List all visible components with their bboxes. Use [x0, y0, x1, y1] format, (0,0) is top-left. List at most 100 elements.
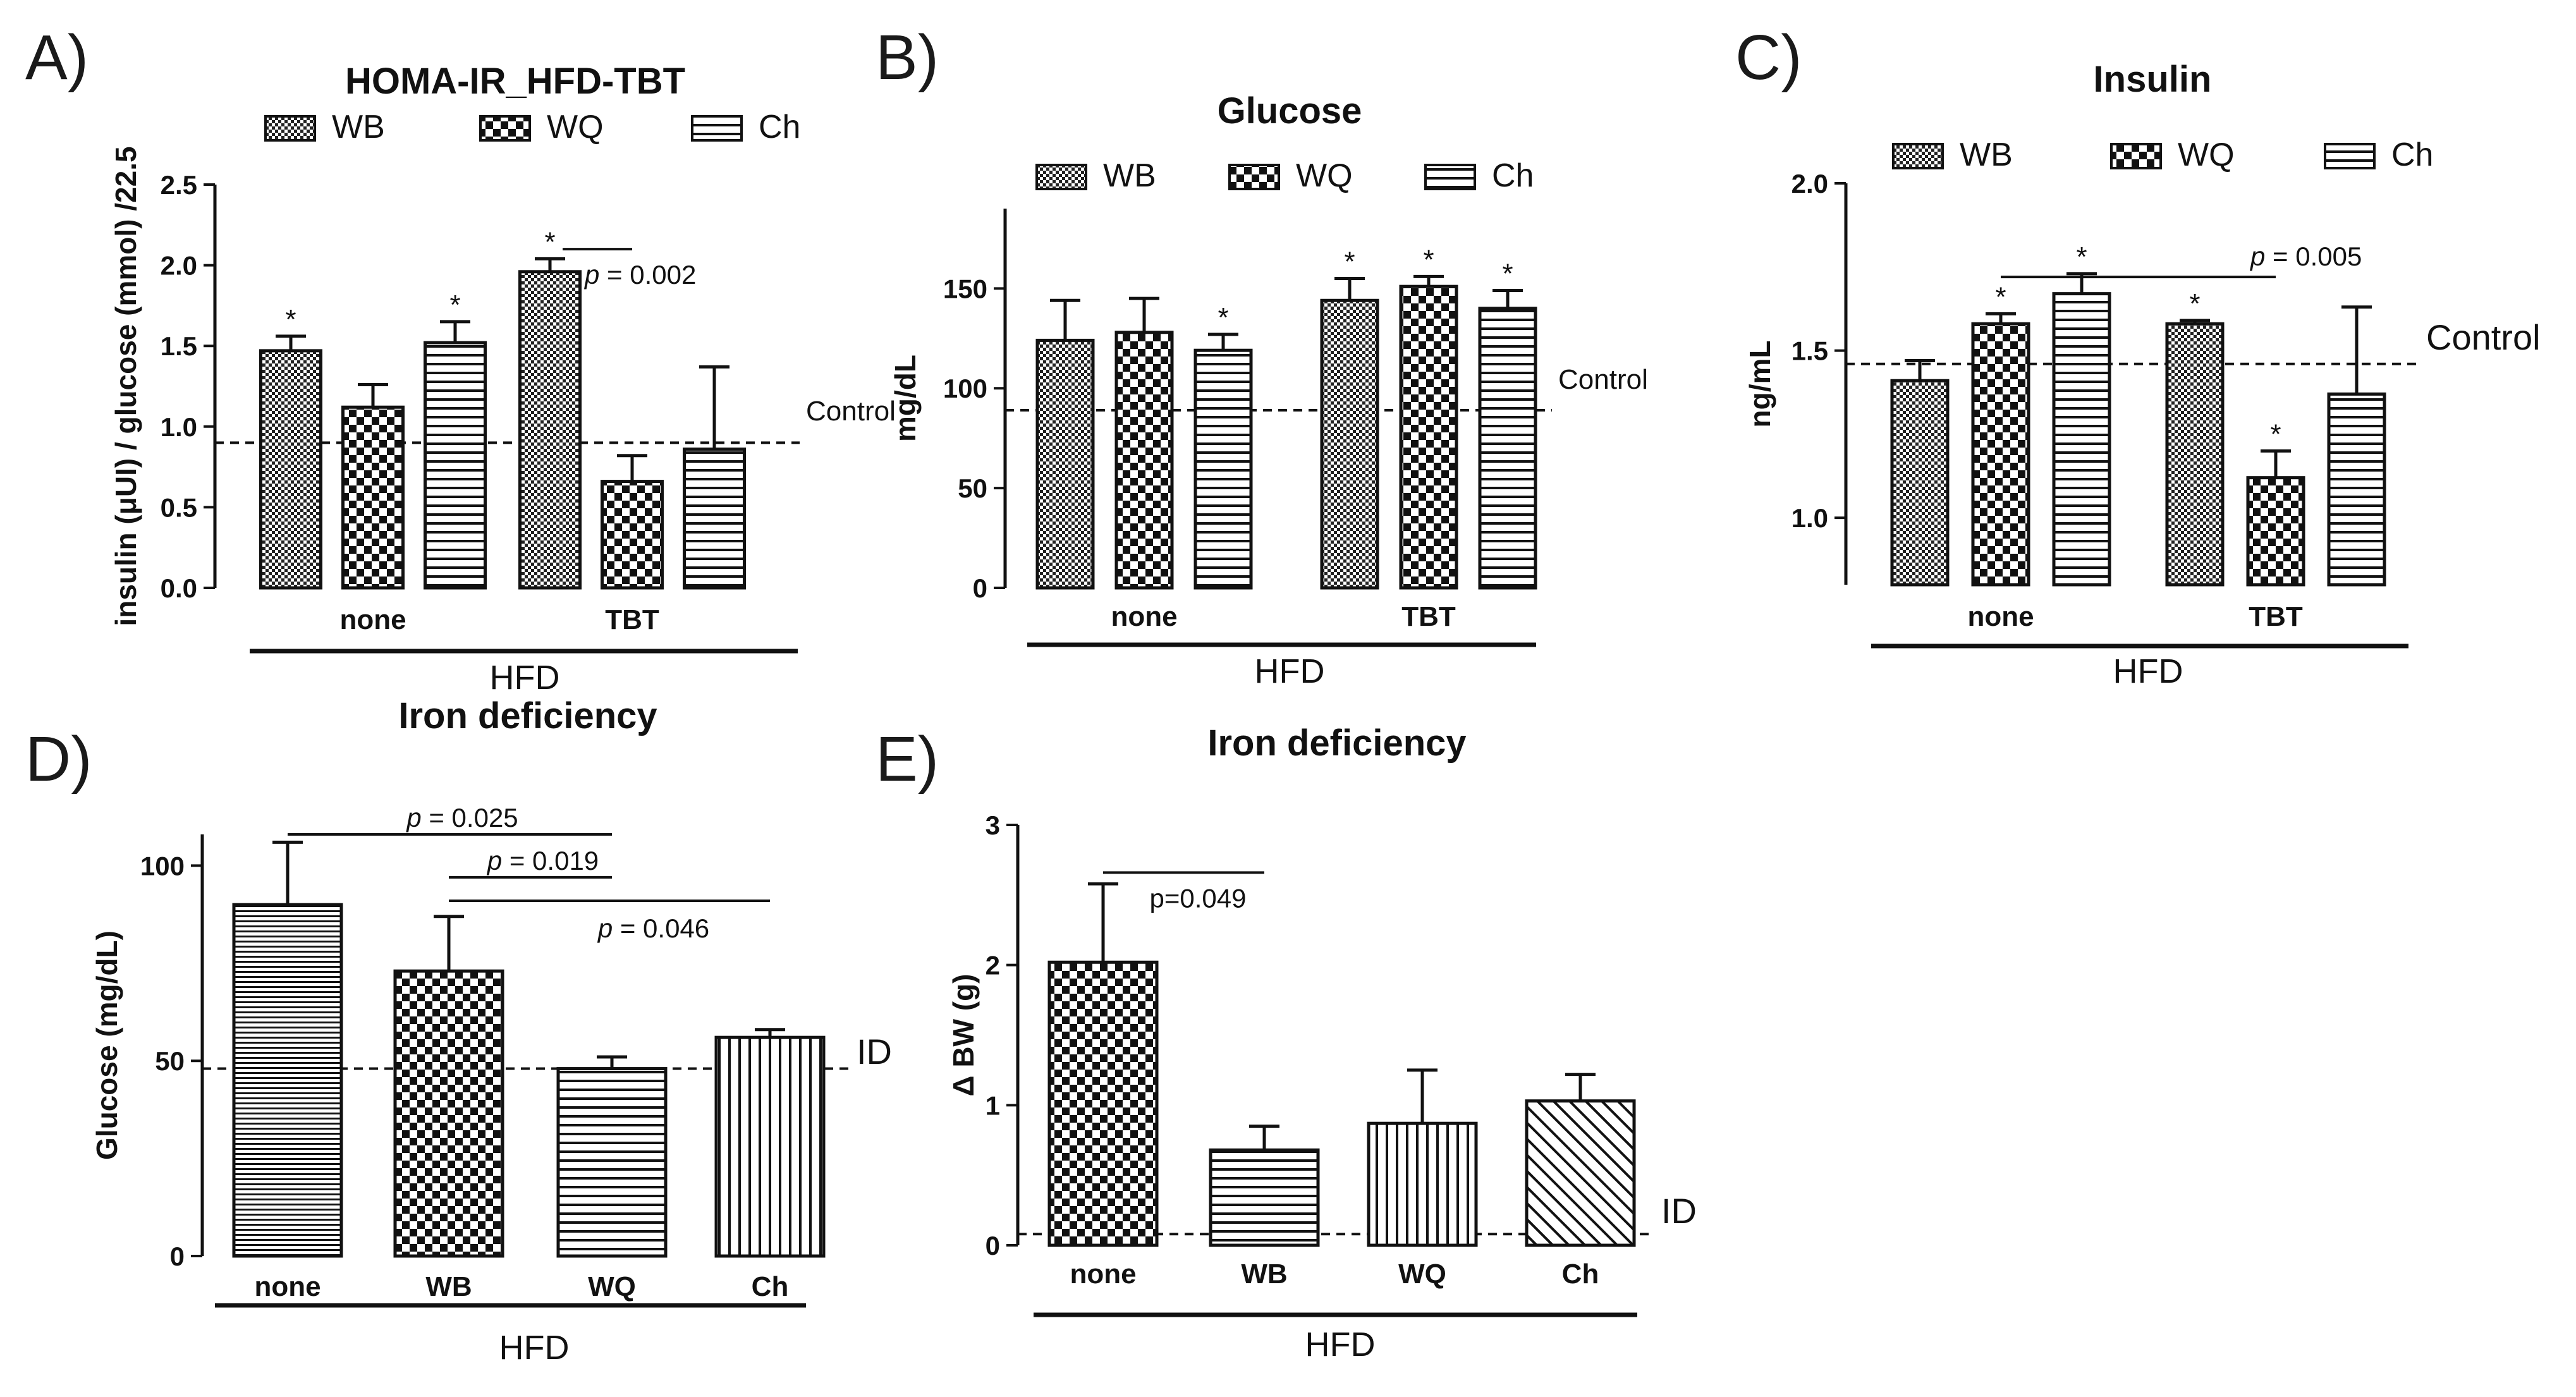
- legend-swatch: [1035, 164, 1087, 190]
- chart-panel-e: Iron deficiency 0 1 2 3 Δ BW (g) HFD ID none WB WQ…: [947, 723, 1697, 1363]
- bar: [341, 405, 405, 590]
- panel-label-d: D): [25, 724, 92, 795]
- panel-label-e: E): [876, 724, 939, 795]
- bar: [1890, 379, 1950, 587]
- p-value: = 0.046: [613, 913, 709, 943]
- y-tick-label: 2.0: [161, 251, 197, 281]
- bar: [2165, 322, 2225, 587]
- significance-label: p = 0.005: [2249, 241, 2362, 271]
- legend-swatch: [1228, 164, 1280, 190]
- bar: [1047, 960, 1159, 1247]
- category-label: WB: [1241, 1259, 1287, 1290]
- category-label: WQ: [588, 1271, 636, 1302]
- bar: [1320, 298, 1379, 590]
- bar: [1478, 307, 1537, 590]
- bar: [424, 341, 487, 590]
- p-symbol: p: [583, 260, 599, 290]
- y-tick-label: 1.0: [161, 412, 197, 442]
- p-value: = 0.002: [599, 260, 696, 290]
- group-label: HFD: [499, 1329, 570, 1367]
- panel-label-c: C): [1735, 22, 1802, 93]
- legend-swatch: [1424, 164, 1476, 190]
- bar: [2246, 476, 2305, 587]
- category-label: Ch: [1562, 1259, 1599, 1290]
- y-tick-label: 150: [943, 274, 987, 303]
- group-label: HFD: [2113, 652, 2183, 690]
- y-tick-label: 50: [958, 473, 987, 503]
- category-label: WQ: [1398, 1259, 1446, 1290]
- bar: [1193, 348, 1253, 590]
- significance-label: p=0.049: [1150, 883, 1247, 913]
- category-label: none: [1070, 1259, 1136, 1290]
- chart-title: Iron deficiency: [1207, 723, 1466, 764]
- legend-swatch: [2110, 143, 2162, 169]
- chart-title: HOMA-IR_HFD-TBT: [345, 61, 685, 102]
- y-tick-label: 1.5: [1792, 336, 1828, 366]
- reference-label: Control: [806, 396, 896, 427]
- p-symbol: p: [405, 803, 421, 833]
- significance-star: *: [1344, 247, 1355, 278]
- significance-star: *: [1502, 258, 1513, 289]
- legend-label: WB: [1960, 137, 2013, 173]
- significance-label: p = 0.046: [597, 913, 709, 943]
- category-label: TBT: [1401, 601, 1456, 632]
- bar: [2052, 292, 2111, 587]
- group-label: HFD: [1255, 652, 1325, 690]
- reference-label: ID: [857, 1032, 892, 1071]
- category-label: none: [254, 1271, 320, 1302]
- chart-panel-a: HOMA-IR_HFD-TBT 0.0 0.5 1.0 1.5 2.0 2.5 insulin…: [109, 61, 896, 697]
- y-tick-label: 1: [986, 1090, 1000, 1120]
- legend-swatch: [264, 115, 316, 142]
- y-tick-label: 0.5: [161, 492, 197, 522]
- panel-label-a: A): [25, 22, 89, 93]
- category-label: Ch: [752, 1271, 789, 1302]
- bar: [556, 1067, 668, 1258]
- reference-label: ID: [1661, 1191, 1697, 1231]
- category-label: none: [339, 604, 406, 635]
- p-symbol: p: [486, 846, 502, 875]
- bar: [259, 349, 322, 590]
- legend-label: Ch: [2391, 137, 2433, 173]
- y-tick-label: 2: [986, 951, 1000, 980]
- bar: [601, 480, 664, 590]
- reference-label: Control: [1558, 364, 1648, 395]
- p-symbol: p: [597, 913, 613, 943]
- significance-star: *: [1218, 302, 1228, 333]
- legend-label: WQ: [547, 109, 604, 145]
- y-tick-label: 0: [170, 1241, 185, 1271]
- category-label: TBT: [605, 604, 659, 635]
- legend-swatch: [2324, 143, 2376, 169]
- p-value: = 0.019: [502, 846, 599, 875]
- y-tick-label: 100: [943, 374, 987, 403]
- legend-label: Ch: [759, 109, 800, 145]
- significance-star: *: [285, 304, 296, 335]
- chart-panel-d: Iron deficiency 0 50 100 Glucose (mg/dL) HFD I…: [90, 695, 892, 1367]
- y-tick-label: 0.0: [161, 573, 197, 603]
- y-tick-label: 1.0: [1792, 503, 1828, 533]
- bar: [1209, 1148, 1320, 1247]
- significance-star: *: [1995, 281, 2006, 312]
- y-tick-label: 0: [986, 1231, 1000, 1260]
- chart-title: Iron deficiency: [398, 695, 657, 736]
- significance-star: *: [544, 226, 555, 257]
- reference-label: Control: [2426, 317, 2541, 357]
- bar: [683, 448, 746, 590]
- chart-panel-c: Insulin 1.0 1.5 2.0 ng/mL HFD Control WB WQ Ch non…: [1743, 59, 2541, 690]
- significance-label: p = 0.002: [583, 260, 696, 290]
- y-tick-label: 2.5: [161, 170, 197, 200]
- significance-star: *: [449, 290, 460, 320]
- y-axis-label: Glucose (mg/dL): [90, 930, 123, 1160]
- bar: [2327, 392, 2386, 587]
- p-symbol: p: [2249, 241, 2265, 271]
- category-label: none: [1111, 601, 1177, 632]
- y-tick-label: 0: [973, 573, 987, 603]
- category-label: none: [1967, 601, 2034, 632]
- bar: [1367, 1121, 1478, 1247]
- significance-star: *: [2189, 288, 2200, 319]
- group-label: HFD: [490, 659, 560, 697]
- legend-label: WB: [1103, 157, 1156, 194]
- bar: [1525, 1099, 1636, 1247]
- category-label: WB: [425, 1271, 472, 1302]
- legend-label: Ch: [1492, 157, 1534, 194]
